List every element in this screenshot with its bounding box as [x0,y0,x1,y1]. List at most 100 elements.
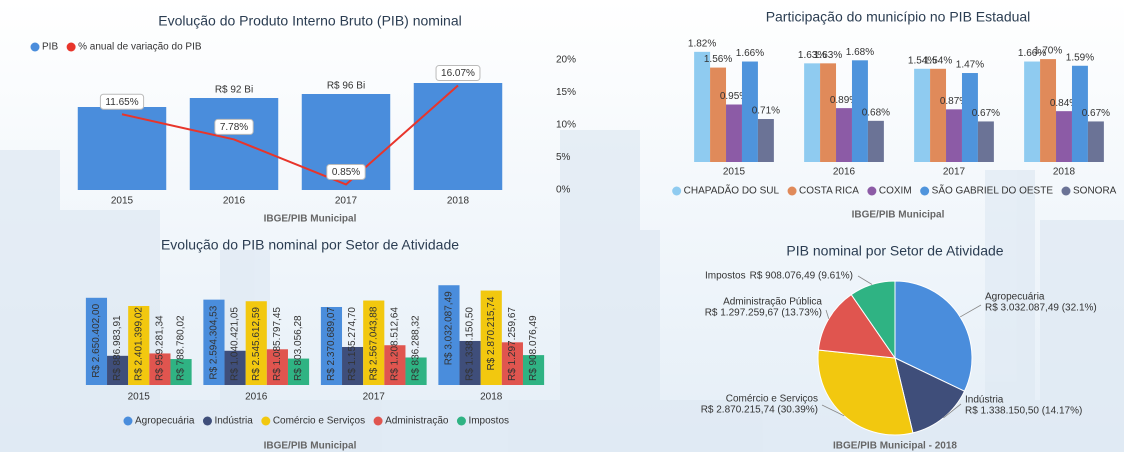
legend-label: SONORA [1073,186,1117,197]
slice-label: Indústria [965,395,1004,406]
data-label: R$ 92 Bi [215,85,253,96]
slice-label: Impostos [705,271,746,282]
x-tick-label: 2015 [128,392,151,403]
legend-marker [67,43,76,52]
legend-marker [920,187,929,196]
data-label: R$ 959.281,34 [155,315,166,381]
slice-value: R$ 1.338.150,50 (14.17%) [965,406,1082,417]
bar [804,63,820,162]
slice-label: Agropecuária [985,292,1045,303]
data-label: 7.78% [220,122,248,133]
legend-marker [374,417,383,426]
legend-label: Impostos [468,416,509,427]
bar [190,98,278,190]
bar [978,121,994,162]
data-label: R$ 836.288,32 [411,315,422,381]
y2-tick-label: 20% [556,55,576,66]
legend-label: Indústria [214,416,253,427]
chart-source: IBGE/PIB Municipal - 2018 [833,441,957,452]
data-label: 1.54% [924,55,952,66]
slice-label: Administração Pública [723,297,822,308]
x-tick-label: 2016 [245,392,268,403]
x-tick-label: 2018 [480,392,503,403]
legend-marker [31,43,40,52]
chart-title: Participação do município no PIB Estadua… [766,9,1031,25]
chart-title: Evolução do Produto Interno Bruto (PIB) … [158,13,462,29]
data-label: R$ 2.401.399,02 [133,307,144,381]
bar [710,68,726,162]
bar [1088,121,1104,162]
data-label: 1.68% [846,47,874,58]
y2-tick-label: 5% [556,152,571,163]
x-tick-label: 2018 [1053,167,1076,178]
slice-value: R$ 2.870.215,74 (30.39%) [701,405,818,416]
bar [836,108,852,162]
legend-label: % anual de variação do PIB [78,42,202,53]
legend-marker [672,187,681,196]
data-label: R$ 1.208.512,64 [390,307,401,381]
legend-marker [457,417,466,426]
bar [1056,111,1072,162]
bar [914,69,930,162]
slice-value: R$ 1.297.259,67 (13.73%) [705,308,822,319]
slice-value: R$ 908.076,49 (9.61%) [750,271,853,282]
legend-label: Agropecuária [135,416,195,427]
bar [414,83,502,190]
legend-label: Comércio e Serviços [273,416,365,427]
legend-label: CHAPADÃO DO SUL [684,184,780,197]
slice-label: Comércio e Serviços [726,394,818,405]
data-label: R$ 3.032.087,49 [444,291,455,365]
bar [820,63,836,162]
bar [726,105,742,163]
data-label: 1.56% [704,54,732,65]
legend-marker [261,417,270,426]
data-label: 1.82% [688,38,716,49]
data-label: 1.70% [1034,46,1062,57]
data-label: 16.07% [441,68,475,79]
data-label: 0.71% [752,106,780,117]
data-label: R$ 2.370.689,07 [326,307,337,381]
data-label: 1.47% [956,60,984,71]
x-tick-label: 2017 [335,196,358,207]
data-label: R$ 2.567.043,88 [368,306,379,380]
bar [78,107,166,190]
data-label: 11.65% [105,97,138,108]
data-label: R$ 2.650.402,00 [91,303,102,377]
dashboard: Evolução do Produto Interno Bruto (PIB) … [0,0,1124,452]
data-label: 1.63% [814,50,842,61]
legend-marker [788,187,797,196]
legend-marker [1061,187,1070,196]
x-tick-label: 2015 [723,167,746,178]
bar [930,69,946,162]
bar [946,109,962,162]
legend-marker [123,417,132,426]
chart-title: Evolução do PIB nominal por Setor de Ati… [161,237,459,253]
data-label: R$ 96 Bi [327,81,365,92]
legend-label: COXIM [879,186,912,197]
data-label: 0.67% [972,108,1000,119]
x-tick-label: 2018 [447,196,470,207]
y2-tick-label: 10% [556,120,576,131]
data-label: 1.59% [1066,52,1094,63]
data-label: R$ 2.594.304,53 [209,305,220,379]
legend-label: Administração [385,416,449,427]
data-label: R$ 908.076,49 [528,315,539,381]
bar [694,52,710,162]
chart-source: IBGE/PIB Municipal [264,441,357,452]
y2-tick-label: 0% [556,185,571,196]
data-label: 0.67% [1082,108,1110,119]
chart-source: IBGE/PIB Municipal [852,210,945,221]
bar [758,119,774,162]
data-label: R$ 788.780,02 [176,315,187,381]
legend-label: COSTA RICA [799,186,859,197]
legend-marker [203,417,212,426]
x-tick-label: 2016 [223,196,246,207]
data-label: R$ 1.040.421,05 [230,307,241,381]
data-label: 0.85% [332,167,360,178]
data-label: R$ 1.085.797,45 [272,307,283,381]
data-label: 0.68% [862,107,890,118]
x-tick-label: 2017 [943,167,966,178]
x-tick-label: 2016 [833,167,856,178]
data-label: R$ 1.297.259,67 [507,307,518,381]
